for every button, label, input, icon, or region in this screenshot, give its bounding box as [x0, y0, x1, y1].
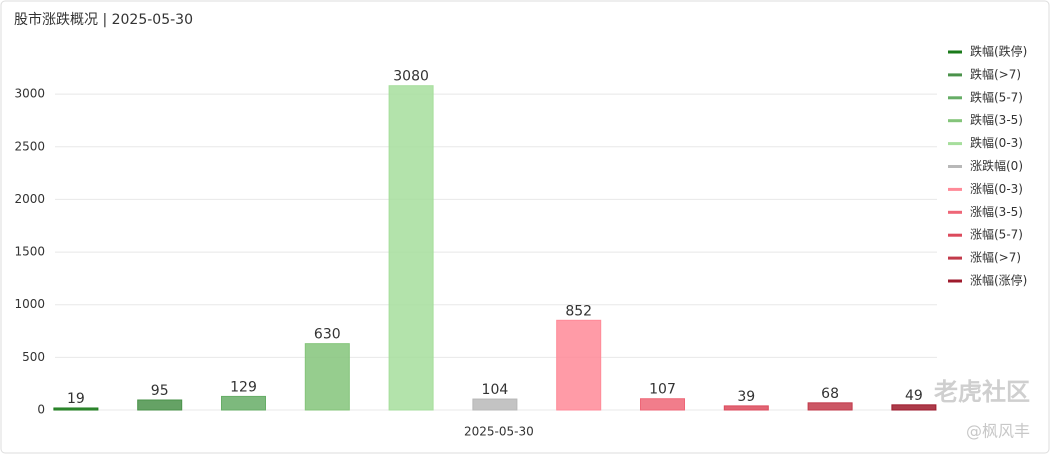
watermark: 老虎社区: [934, 378, 1030, 406]
legend-label: 跌幅(>7): [970, 66, 1021, 81]
bar: [723, 405, 769, 411]
bar: [388, 85, 434, 411]
bar: [137, 399, 183, 411]
bar: [640, 398, 685, 411]
legend-label: 涨幅(5-7): [970, 227, 1023, 242]
value-label: 39: [737, 389, 755, 405]
legend-label: 涨跌幅(0): [970, 158, 1023, 173]
value-label: 107: [649, 382, 676, 398]
x-tick-label: 2025-05-30: [464, 425, 534, 439]
legend-label: 跌幅(5-7): [970, 89, 1023, 104]
legend-label: 涨幅(>7): [970, 250, 1021, 265]
bar: [221, 395, 266, 411]
value-label: 49: [905, 388, 923, 404]
y-tick-label: 2000: [14, 192, 45, 206]
legend-label: 涨幅(涨停): [970, 273, 1027, 288]
bar: [304, 343, 350, 411]
value-label: 129: [230, 379, 257, 395]
y-tick-label: 2500: [14, 139, 45, 153]
value-label: 630: [314, 327, 341, 343]
value-label: 19: [67, 391, 85, 407]
y-tick-label: 3000: [14, 87, 45, 101]
value-label: 852: [565, 303, 592, 319]
legend-label: 涨幅(3-5): [970, 204, 1023, 219]
y-tick-label: 1000: [14, 297, 45, 311]
y-tick-label: 0: [37, 403, 45, 417]
value-label: 104: [482, 382, 509, 398]
chart-title: 股市涨跌概况 | 2025-05-30: [14, 11, 193, 28]
y-tick-label: 500: [22, 350, 45, 364]
value-label: 68: [821, 386, 839, 402]
value-label: 3080: [393, 69, 429, 85]
legend-label: 涨幅(0-3): [970, 181, 1023, 196]
bar: [53, 407, 99, 411]
value-label: 95: [151, 383, 169, 399]
legend-label: 跌幅(跌停): [970, 44, 1027, 59]
bar: [472, 398, 518, 411]
legend-label: 跌幅(0-3): [970, 135, 1023, 150]
y-tick-label: 1500: [14, 245, 45, 259]
watermark: @枫风丰: [966, 422, 1030, 441]
bar: [807, 402, 853, 411]
bar: [556, 319, 602, 411]
legend-label: 跌幅(3-5): [970, 112, 1023, 127]
bar: [891, 404, 937, 411]
